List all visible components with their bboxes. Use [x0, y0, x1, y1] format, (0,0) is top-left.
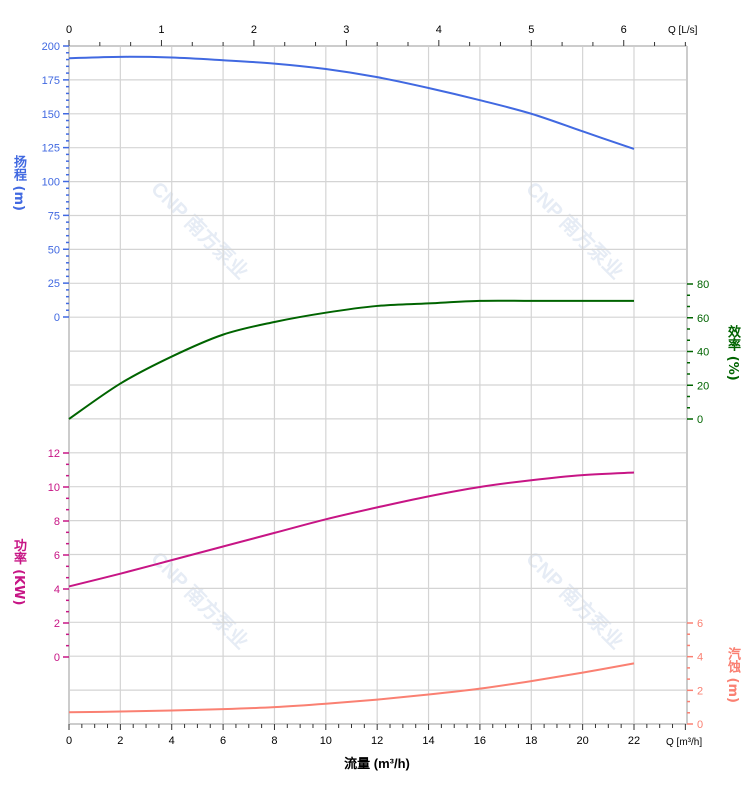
head-tick-label: 100: [42, 177, 60, 189]
x-tick-label: 0: [66, 735, 72, 747]
watermark-logo: CNP 南方泵业: [521, 547, 628, 654]
head-tick-label: 50: [48, 244, 60, 256]
efficiency-curve: [68, 299, 634, 420]
power-axis-title: 功率 (KW): [11, 538, 26, 606]
head-tick-label: 125: [42, 143, 60, 155]
x-tick-label: 2: [117, 735, 123, 747]
head-tick-label: 175: [42, 75, 60, 87]
efficiency-tick-label: 20: [697, 380, 709, 392]
x-tick-label: 12: [371, 735, 383, 747]
x-axis-unit: Q [m³/h]: [666, 737, 702, 748]
x-tick-label: 14: [422, 735, 434, 747]
efficiency-axis-title: 效率 (%): [725, 325, 740, 381]
power-tick-label: 4: [54, 584, 60, 596]
head-axis-title: 扬程 (m): [11, 155, 26, 211]
power-tick-label: 10: [48, 482, 60, 494]
x-tick-label: 18: [525, 735, 537, 747]
top-tick-label: 6: [621, 24, 627, 36]
head-tick-label: 0: [54, 312, 60, 324]
power-tick-label: 0: [54, 652, 60, 664]
efficiency-tick-label: 60: [697, 313, 709, 325]
x-tick-label: 10: [320, 735, 332, 747]
x-tick-label: 4: [169, 735, 175, 747]
npsh-curve: [68, 662, 635, 714]
watermark-logo: CNP 南方泵业: [146, 177, 253, 284]
x-tick-label: 6: [220, 735, 226, 747]
head-tick-label: 150: [42, 109, 60, 121]
curves: [68, 55, 635, 714]
x-tick-label: 8: [271, 735, 277, 747]
x-tick-label: 16: [474, 735, 486, 747]
top-tick-label: 3: [343, 24, 349, 36]
top-tick-label: 1: [158, 24, 164, 36]
efficiency-tick-label: 80: [697, 279, 709, 291]
power-tick-label: 2: [54, 618, 60, 630]
top-tick-label: 0: [66, 24, 72, 36]
npsh-tick-label: 6: [697, 618, 703, 630]
top-tick-label: 4: [436, 24, 442, 36]
x-tick-label: 20: [577, 735, 589, 747]
head-curve: [68, 55, 635, 150]
top-tick-label: 2: [251, 24, 257, 36]
npsh-tick-label: 4: [697, 652, 703, 664]
npsh-axis-title: 汽蚀 (m): [725, 647, 740, 703]
watermark-logo: CNP 南方泵业: [521, 177, 628, 284]
efficiency-tick-label: 40: [697, 347, 709, 359]
head-tick-label: 200: [42, 41, 60, 53]
npsh-tick-label: 0: [697, 719, 703, 731]
power-tick-label: 8: [54, 516, 60, 528]
axes: 0 2 4 6 8 10 12 14 16 18 20 220 1 2 3 4 5 602550751001251…: [42, 24, 710, 747]
power-tick-label: 6: [54, 550, 60, 562]
top-axis-unit: Q [L/s]: [668, 25, 698, 36]
power-tick-label: 12: [48, 448, 60, 460]
x-axis-title: 流量 (m³/h): [344, 756, 410, 771]
head-tick-label: 25: [48, 278, 60, 290]
x-tick-label: 22: [628, 735, 640, 747]
npsh-tick-label: 2: [697, 685, 703, 697]
head-tick-label: 75: [48, 210, 60, 222]
efficiency-tick-label: 0: [697, 414, 703, 426]
top-tick-label: 5: [528, 24, 534, 36]
grid: [69, 45, 687, 725]
power-curve: [68, 471, 635, 588]
